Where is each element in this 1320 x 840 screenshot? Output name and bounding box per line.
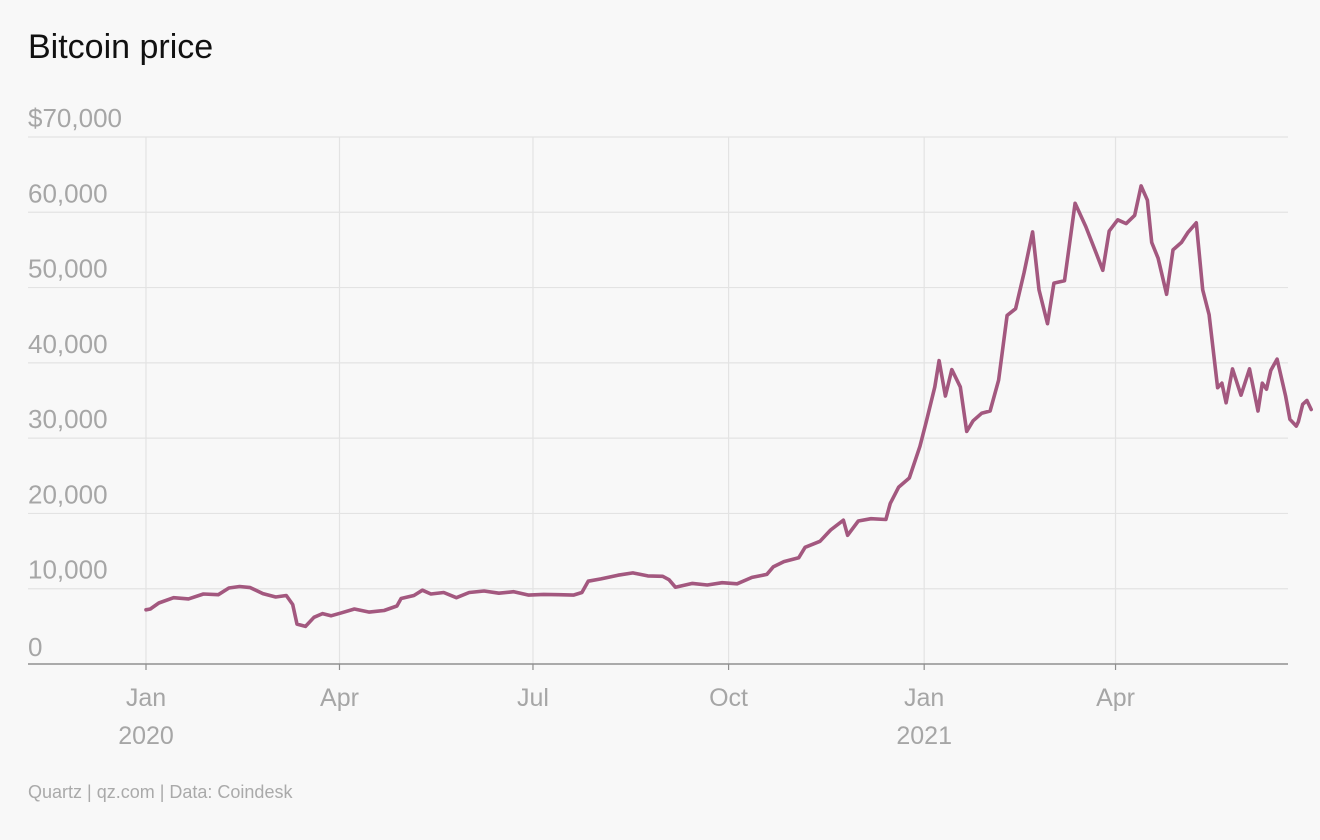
y-tick-label: 20,000 (28, 479, 108, 509)
x-tick-label: Jan (126, 684, 166, 712)
y-axis-ticks: 0 10,000 20,000 30,000 40,000 50,000 60,000 $70… (28, 103, 122, 662)
x-axis-ticks: Jan 2020 Apr Jul Oct Jan 2021 Apr (118, 684, 1135, 750)
source-note: Quartz | qz.com | Data: Coindesk (28, 782, 293, 802)
y-tick-label: 50,000 (28, 254, 108, 284)
y-tick-label: 30,000 (28, 404, 108, 434)
x-tick-label: Apr (320, 684, 359, 712)
y-tick-label: 40,000 (28, 329, 108, 359)
price-line (144, 184, 1313, 629)
x-tick-year-label: 2021 (896, 722, 952, 750)
x-tick-label: Jul (517, 684, 549, 712)
x-tick-label: Jan (904, 684, 944, 712)
y-tick-label: $70,000 (28, 103, 122, 133)
x-tick-label: Oct (709, 684, 748, 712)
x-tick-label: Apr (1096, 684, 1135, 712)
y-tick-label: 0 (28, 632, 42, 662)
y-tick-label: 10,000 (28, 555, 108, 585)
y-tick-label: 60,000 (28, 178, 108, 208)
chart-title: Bitcoin price (28, 28, 214, 66)
x-tick-year-label: 2020 (118, 722, 174, 750)
gridlines (28, 136, 1288, 670)
